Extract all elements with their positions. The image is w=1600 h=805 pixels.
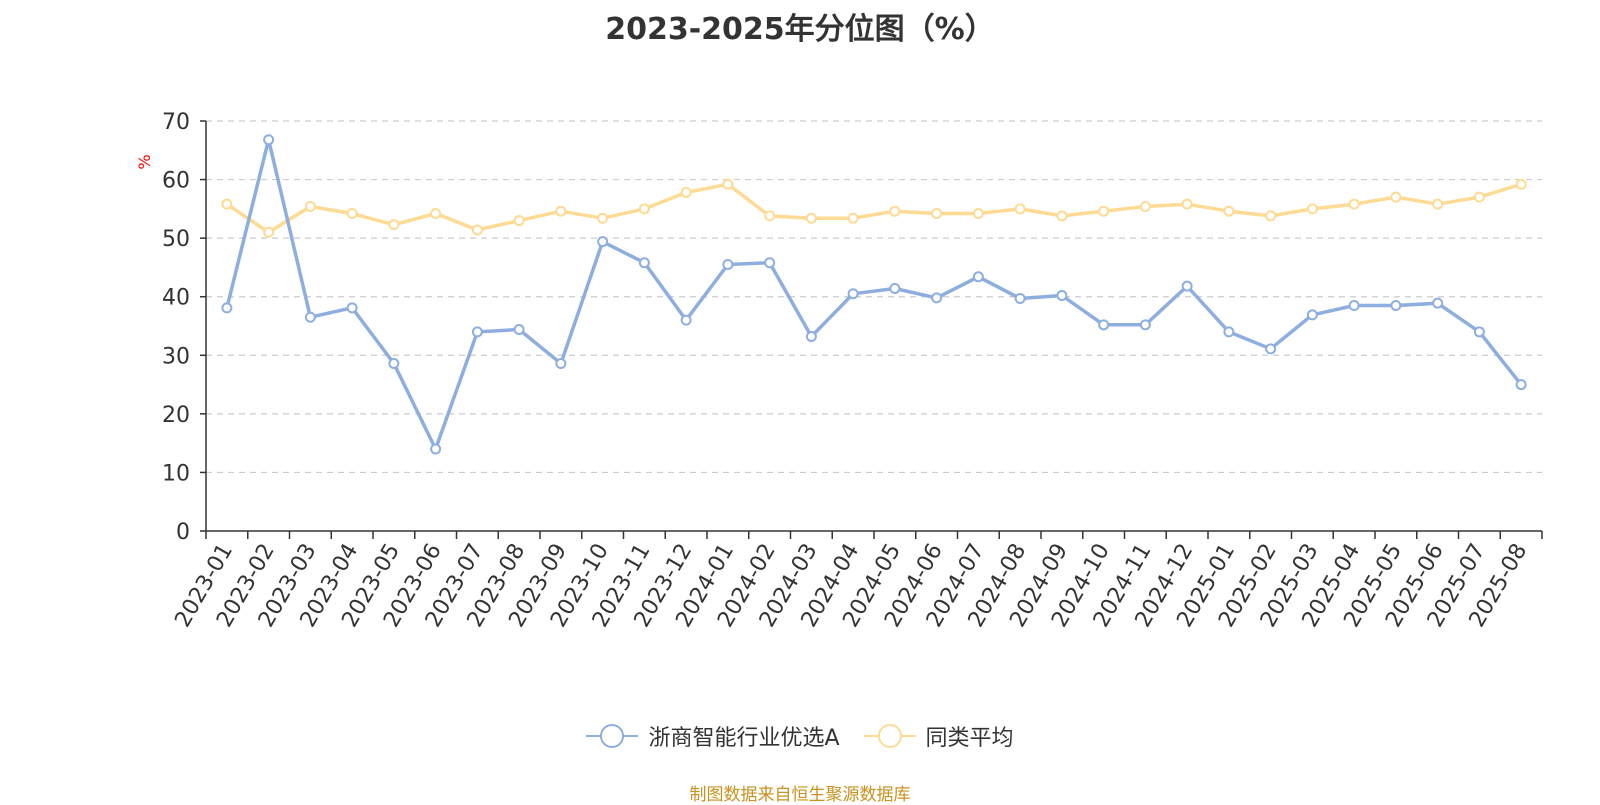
data-point-b <box>1181 198 1193 210</box>
legend-item-series-b[interactable]: 同类平均 <box>863 720 1014 752</box>
data-point-b <box>1515 178 1527 190</box>
legend-item-series-a[interactable]: 浙商智能行业优选A <box>586 720 840 752</box>
data-point-b <box>847 212 859 224</box>
y-tick-label: 10 <box>162 461 190 486</box>
data-point-a <box>1098 319 1110 331</box>
data-point-a <box>597 236 609 248</box>
source-note: 制图数据来自恒生聚源数据库 <box>689 785 911 805</box>
y-tick-label: 40 <box>162 286 190 311</box>
data-point-b <box>555 205 567 217</box>
data-point-a <box>764 257 776 269</box>
y-tick-label: 50 <box>162 227 190 252</box>
legend-label-series-b: 同类平均 <box>925 726 1014 751</box>
data-point-a <box>972 271 984 283</box>
data-point-b <box>388 219 400 231</box>
data-point-b <box>722 178 734 190</box>
y-tick-label: 20 <box>162 403 190 428</box>
data-point-a <box>1515 379 1527 391</box>
data-point-b <box>931 208 943 220</box>
data-point-b <box>471 224 483 236</box>
data-point-a <box>1223 326 1235 338</box>
data-point-a <box>1390 300 1402 311</box>
data-point-b <box>805 212 817 224</box>
data-point-a <box>430 443 442 455</box>
y-axis-unit-label: % <box>135 154 154 169</box>
data-point-b <box>346 208 358 220</box>
data-point-a <box>304 311 316 323</box>
data-point-b <box>1014 203 1026 215</box>
legend: 浙商智能行业优选A 同类平均 <box>0 720 1600 752</box>
data-point-a <box>555 357 567 369</box>
data-point-a <box>931 292 943 304</box>
data-point-b <box>263 226 275 238</box>
data-point-a <box>263 134 275 146</box>
legend-marker-icon <box>586 724 639 748</box>
data-point-a <box>388 357 400 369</box>
data-point-a <box>346 302 358 314</box>
data-point-a <box>805 331 817 343</box>
data-point-a <box>1265 343 1277 355</box>
chart-title: 2023-2025年分位图（%） <box>605 12 995 47</box>
data-point-b <box>1473 191 1485 203</box>
data-point-b <box>1139 201 1151 213</box>
data-point-b <box>1056 210 1068 222</box>
y-tick-label: 30 <box>162 344 190 369</box>
data-point-a <box>722 259 734 270</box>
y-tick-label: 70 <box>162 110 190 135</box>
y-tick-label: 0 <box>176 520 190 545</box>
y-tick-label: 60 <box>162 169 190 194</box>
data-point-b <box>513 215 525 227</box>
data-point-a <box>513 324 525 336</box>
data-point-a <box>1432 297 1444 309</box>
data-point-a <box>847 288 859 300</box>
data-point-b <box>1223 205 1235 217</box>
data-point-b <box>1390 191 1402 203</box>
data-point-a <box>1348 300 1360 311</box>
data-point-b <box>597 212 609 224</box>
data-point-a <box>1473 326 1485 338</box>
data-point-a <box>1056 290 1068 302</box>
data-point-a <box>1181 280 1193 292</box>
legend-marker-icon <box>863 724 916 748</box>
data-point-b <box>1306 203 1318 215</box>
data-point-b <box>1348 198 1360 210</box>
data-point-a <box>1139 319 1151 331</box>
data-point-a <box>221 302 233 314</box>
data-point-b <box>1098 205 1110 217</box>
data-point-b <box>1432 198 1444 210</box>
legend-label-series-a: 浙商智能行业优选A <box>648 726 840 751</box>
data-point-a <box>1306 309 1318 321</box>
data-point-a <box>471 326 483 338</box>
data-point-b <box>889 205 901 217</box>
data-point-b <box>638 203 650 215</box>
data-point-a <box>1014 292 1026 304</box>
data-point-b <box>680 186 692 198</box>
series-line-b <box>225 182 1522 235</box>
data-point-b <box>1265 210 1277 222</box>
data-point-a <box>680 314 692 326</box>
data-point-b <box>304 201 316 213</box>
series-line-a <box>225 137 1523 451</box>
data-point-b <box>221 198 233 210</box>
data-point-b <box>972 208 984 220</box>
data-point-b <box>764 210 776 222</box>
data-point-a <box>638 257 650 269</box>
data-point-b <box>430 208 442 220</box>
data-point-a <box>889 283 901 295</box>
